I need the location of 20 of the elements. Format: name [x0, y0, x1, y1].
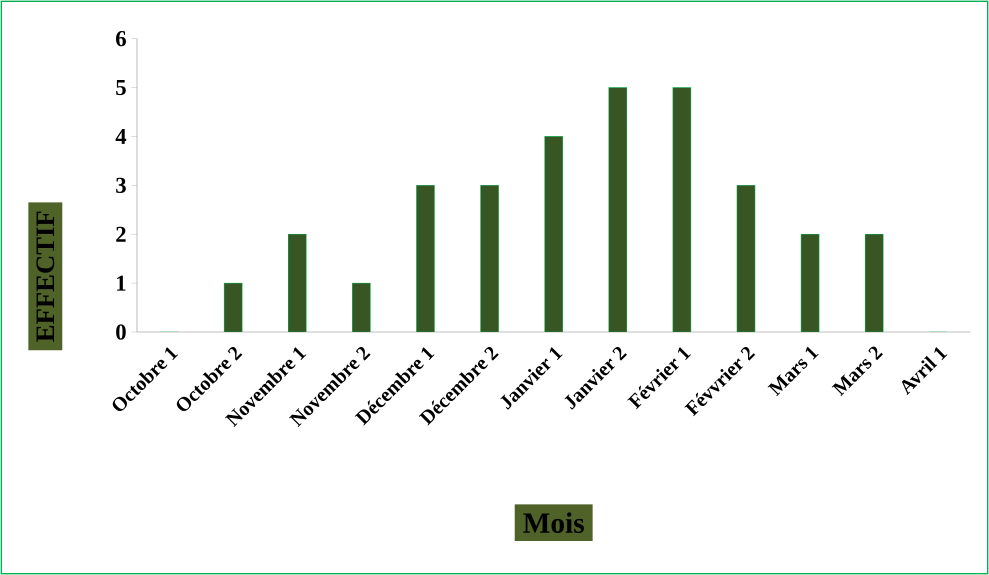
bar: [864, 234, 884, 332]
bar: [608, 87, 628, 332]
bar: [288, 234, 307, 332]
y-tick-label: 4: [116, 129, 126, 144]
y-tick-label: 3: [116, 178, 126, 193]
y-tick-label: 6: [116, 31, 126, 46]
y-tick-label: 0: [116, 324, 126, 340]
bar: [800, 234, 820, 332]
bar: [672, 87, 692, 332]
y-tick-label: 1: [117, 276, 126, 291]
y-tick-label: 2: [116, 226, 126, 242]
bar: [224, 282, 242, 332]
y-axis-title: EFFECTIF: [36, 212, 54, 342]
bar: [416, 185, 435, 332]
bar: [352, 282, 371, 332]
y-tick-label: 5: [116, 80, 126, 96]
bar: [480, 185, 499, 332]
bar: [736, 185, 756, 332]
bar: [544, 136, 563, 332]
x-axis-title: Mois: [523, 512, 584, 533]
